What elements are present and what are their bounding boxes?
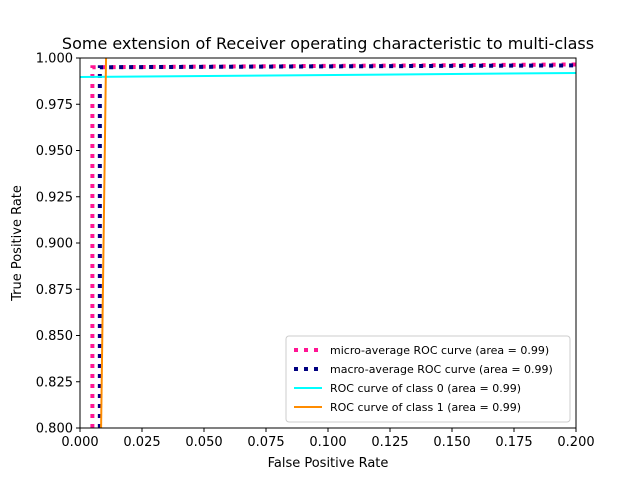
x-tick-label: 0.050 <box>185 435 222 450</box>
y-tick-label: 0.925 <box>36 190 73 205</box>
x-tick-label: 0.175 <box>495 435 532 450</box>
legend-label: ROC curve of class 0 (area = 0.99) <box>330 382 521 395</box>
y-tick-label: 0.825 <box>36 375 73 390</box>
x-tick-label: 0.200 <box>557 435 594 450</box>
y-axis-label: True Positive Rate <box>10 185 25 302</box>
roc-curve <box>90 62 576 428</box>
x-tick-label: 0.150 <box>433 435 470 450</box>
y-tick-label: 1.000 <box>36 52 73 67</box>
x-tick-label: 0.025 <box>123 435 160 450</box>
roc-curve <box>97 63 576 428</box>
y-tick-label: 0.800 <box>36 422 73 437</box>
legend-label: ROC curve of class 1 (area = 0.99) <box>330 401 521 414</box>
x-axis-label: False Positive Rate <box>268 456 389 471</box>
y-tick-label: 0.850 <box>36 329 73 344</box>
roc-curve <box>100 58 108 428</box>
x-tick-label: 0.000 <box>61 435 98 450</box>
y-tick-label: 0.875 <box>36 283 73 298</box>
y-tick-label: 0.975 <box>36 98 73 113</box>
legend-label: micro-average ROC curve (area = 0.99) <box>330 344 549 357</box>
x-tick-label: 0.125 <box>371 435 408 450</box>
x-tick-label: 0.075 <box>247 435 284 450</box>
x-tick-label: 0.100 <box>309 435 346 450</box>
legend-label: macro-average ROC curve (area = 0.99) <box>330 363 553 376</box>
y-tick-label: 0.900 <box>36 237 73 252</box>
y-tick-label: 0.950 <box>36 144 73 159</box>
chart-title: Some extension of Receiver operating cha… <box>62 34 594 53</box>
legend-box <box>285 335 571 423</box>
roc-curve <box>80 71 576 79</box>
plot-area <box>80 58 576 428</box>
